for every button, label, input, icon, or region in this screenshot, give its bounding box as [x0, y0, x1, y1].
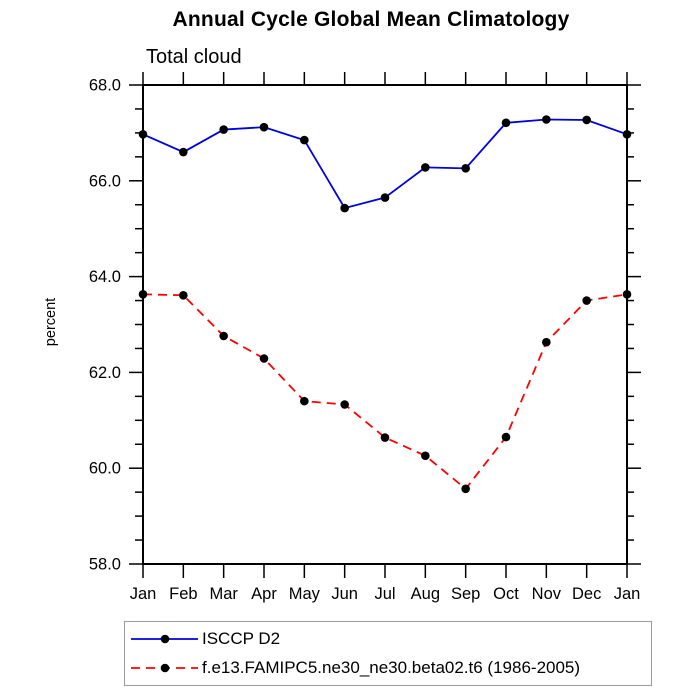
x-tick-label: Apr [251, 585, 277, 603]
data-point-marker [380, 193, 390, 202]
data-point-marker [259, 354, 269, 363]
plot-frame [142, 84, 628, 565]
legend-marker-dot [160, 663, 170, 673]
x-tick-label: Jan [130, 585, 157, 603]
data-point-marker [340, 400, 349, 409]
data-point-marker [421, 451, 430, 461]
chart-title: Annual Cycle Global Mean Climatology [172, 8, 570, 31]
legend-item-model: f.e13.FAMIPC5.ne30_ne30.beta02.t6 (1986-… [128, 654, 651, 683]
x-tick-label: Jan [614, 585, 641, 603]
legend-label-isccp: ISCCP D2 [202, 629, 281, 648]
y-tick-label: 66.0 [89, 172, 121, 190]
data-point-marker [461, 484, 470, 494]
data-point-marker [622, 290, 632, 299]
y-tick-label: 68.0 [89, 77, 121, 95]
x-tick-label: Sep [451, 585, 480, 603]
series-line-model [142, 293, 628, 491]
x-tick-label: Feb [169, 585, 197, 603]
x-tick-label: Dec [572, 585, 601, 603]
x-tick-label: Oct [493, 585, 519, 603]
data-point-marker [179, 290, 188, 300]
x-tick-label: May [289, 585, 321, 603]
legend-box: ISCCP D2 f.e13.FAMIPC5.ne30_ne30.beta02.… [124, 621, 652, 686]
x-tick-label: Mar [209, 585, 238, 603]
legend-marker-dot [160, 634, 170, 644]
data-point-marker [501, 432, 511, 442]
y-tick-label: 58.0 [89, 556, 121, 574]
data-point-marker [219, 125, 228, 134]
data-point-marker [300, 396, 309, 406]
data-point-marker [582, 296, 591, 305]
data-point-marker [179, 147, 188, 157]
data-point-marker [300, 135, 309, 145]
data-point-marker [138, 290, 148, 299]
legend-sample-dashed-line [131, 663, 198, 673]
y-tick-label: 64.0 [89, 268, 121, 286]
data-point-marker [380, 433, 390, 442]
y-tick-label: 62.0 [89, 364, 121, 382]
data-point-marker [461, 164, 470, 173]
legend-item-isccp: ISCCP D2 [128, 625, 651, 654]
legend-sample-solid-line [131, 634, 198, 644]
data-point-marker [542, 115, 551, 124]
x-tick-label: Nov [532, 585, 562, 603]
data-point-marker [542, 337, 551, 347]
data-point-marker [340, 203, 349, 213]
chart-subtitle: Total cloud [146, 46, 242, 68]
x-tick-label: Aug [411, 585, 440, 603]
x-tick-label: Jun [331, 585, 358, 603]
data-point-marker [219, 331, 228, 341]
legend-label-model: f.e13.FAMIPC5.ne30_ne30.beta02.t6 (1986-… [202, 658, 581, 677]
data-point-marker [138, 130, 148, 139]
data-point-marker [421, 163, 430, 172]
data-point-marker [622, 130, 632, 139]
x-tick-label: Jul [374, 585, 395, 603]
data-point-marker [582, 115, 591, 125]
y-tick-label: 60.0 [89, 460, 121, 478]
data-point-marker [259, 122, 269, 132]
data-point-marker [501, 118, 511, 128]
